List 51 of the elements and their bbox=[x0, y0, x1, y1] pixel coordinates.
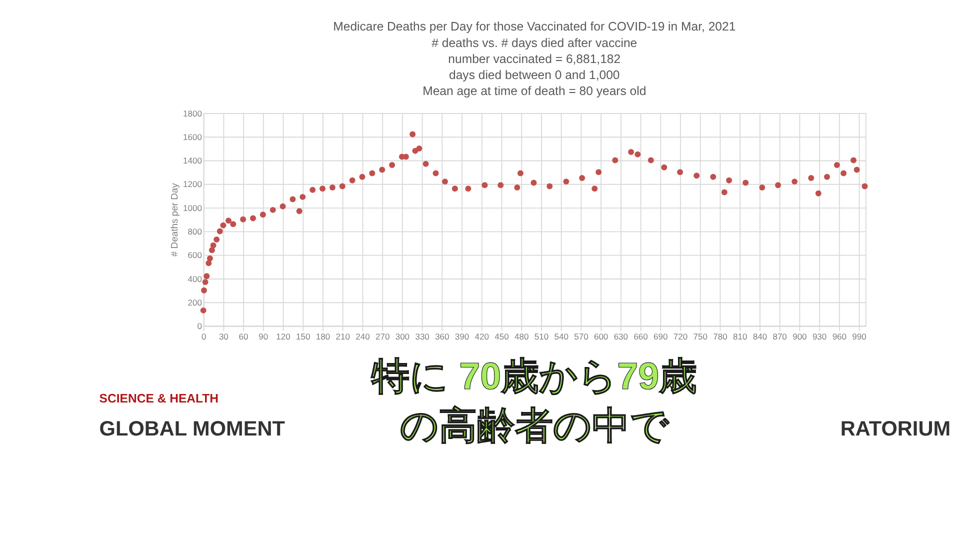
x-tick-label: 420 bbox=[474, 332, 490, 342]
y-axis-title: # Deaths per Day bbox=[169, 182, 180, 257]
x-tick-label: 480 bbox=[514, 332, 529, 342]
text: 特に 70歳から79歳 bbox=[370, 356, 698, 398]
y-tick-label: 1800 bbox=[183, 108, 202, 118]
x-tick-label: 990 bbox=[852, 332, 867, 342]
y-tick-label: 0 bbox=[197, 321, 202, 332]
x-tick-label: 210 bbox=[336, 332, 350, 342]
x-tick-label: 240 bbox=[356, 332, 370, 342]
x-tick-label: 330 bbox=[415, 332, 430, 342]
x-tick-label: 750 bbox=[693, 332, 708, 342]
y-tick-label: 600 bbox=[188, 250, 202, 260]
x-tick-label: 450 bbox=[494, 332, 510, 342]
x-tick-label: 150 bbox=[296, 332, 310, 342]
y-tick-label: 200 bbox=[188, 297, 202, 308]
x-tick-label: 780 bbox=[713, 332, 728, 342]
x-tick-label: 30 bbox=[218, 332, 229, 342]
x-tick-label: 960 bbox=[832, 332, 847, 342]
x-tick-label: 930 bbox=[812, 332, 827, 342]
x-tick-label: 570 bbox=[574, 332, 589, 342]
chart-subtitle: # deaths vs. # days died after vaccine number vaccinated = 6,881,182 days died between 0 and 1,000 Mean age at time of death = 80 years old bbox=[422, 36, 646, 98]
chart-title: Medicare Deaths per Day for those Vaccinated for COVID-19 in Mar, 2021 bbox=[333, 20, 736, 34]
x-tick-label: 720 bbox=[673, 332, 688, 342]
x-tick-label: 900 bbox=[792, 332, 808, 342]
x-tick-label: 120 bbox=[276, 332, 291, 342]
x-tick-label: 510 bbox=[534, 332, 549, 342]
x-tick-label: 840 bbox=[752, 332, 768, 342]
x-tick-label: 270 bbox=[375, 332, 390, 342]
x-tick-label: 60 bbox=[238, 332, 249, 342]
x-tick-label: 540 bbox=[554, 332, 569, 342]
text: RATORIUM bbox=[840, 418, 951, 441]
y-tick-label: 1600 bbox=[183, 132, 202, 142]
x-tick-label: 630 bbox=[614, 332, 628, 342]
y-tick-label: 1000 bbox=[183, 202, 202, 213]
text: SCIENCE & HEALTH bbox=[99, 391, 219, 406]
x-tick-label: 810 bbox=[733, 332, 748, 342]
y-tick-label: 1200 bbox=[183, 179, 202, 190]
x-tick-label: 300 bbox=[395, 332, 410, 342]
text: GLOBAL MOMENT bbox=[99, 418, 286, 441]
x-tick-label: 660 bbox=[634, 332, 648, 342]
text: の高齢者の中で bbox=[400, 404, 670, 448]
x-tick-label: 180 bbox=[316, 332, 330, 342]
y-tick-label: 1400 bbox=[183, 156, 202, 166]
x-tick-label: 690 bbox=[654, 332, 668, 342]
y-tick-label: 400 bbox=[188, 274, 202, 284]
x-tick-label: 600 bbox=[594, 332, 608, 342]
x-tick-label: 90 bbox=[258, 332, 268, 342]
y-tick-label: 800 bbox=[188, 226, 202, 237]
x-tick-label: 360 bbox=[435, 332, 450, 342]
x-tick-label: 870 bbox=[772, 332, 788, 342]
x-tick-label: 390 bbox=[454, 332, 470, 342]
